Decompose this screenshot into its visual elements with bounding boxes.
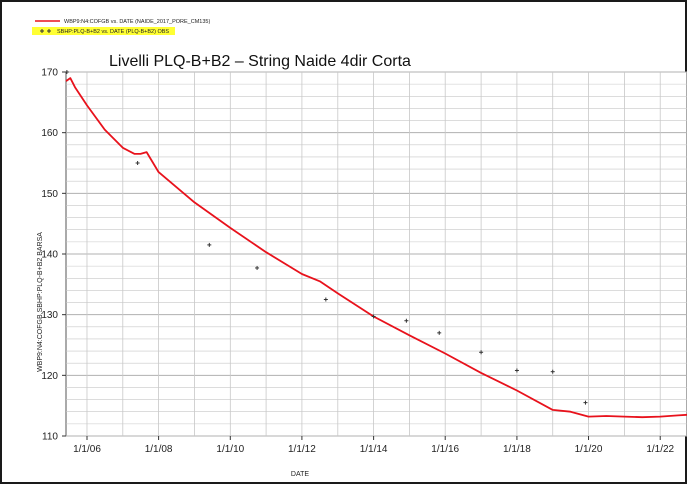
chart-title: Livelli PLQ-B+B2 – String Naide 4dir Cor…: [109, 53, 411, 70]
observed-point: [64, 70, 69, 74]
x-tick-label: 1/1/16: [431, 444, 459, 455]
x-tick-label: 1/1/12: [288, 444, 316, 455]
series-line-simulated: [65, 77, 687, 419]
y-tick-label: 160: [41, 128, 58, 139]
x-tick-label: 1/1/14: [360, 444, 388, 455]
x-tick-label: 1/1/22: [646, 444, 674, 455]
observed-point: [135, 161, 140, 165]
observed-point: [437, 330, 442, 335]
observed-point: [583, 400, 588, 405]
observed-point: [207, 242, 212, 247]
observed-point: [371, 314, 376, 319]
observed-point: [479, 350, 484, 355]
y-tick-label: 130: [41, 310, 58, 321]
legend-label-observed: SBHP:PLQ-B+B2 vs. DATE (PLQ-B+B2) OBS: [57, 29, 169, 35]
observed-point: [550, 369, 555, 374]
legend-highlight: [32, 27, 175, 35]
observed-point: [255, 265, 260, 270]
y-axis-title: WBP9:N4:COFGB,SBHP:PLQ-B+B2 BARSA: [37, 232, 44, 372]
observed-point: [404, 318, 409, 323]
x-tick-label: 1/1/20: [575, 444, 603, 455]
x-tick-label: 1/1/10: [216, 444, 244, 455]
observed-point: [323, 297, 328, 302]
y-tick-label: 110: [42, 432, 58, 443]
legend-marker-swatch: [47, 29, 51, 33]
observed-point: [514, 368, 519, 373]
legend-marker-swatch: [40, 29, 44, 33]
tick-layer: 110 120 130 140 150 160 170 1/1/06 1/1/08 1/1/10 1…: [41, 68, 674, 456]
x-tick-label: 1/1/06: [73, 444, 101, 455]
y-tick-label: 120: [41, 371, 58, 382]
x-tick-label: 1/1/18: [503, 444, 531, 455]
grid-layer: [65, 71, 687, 437]
y-tick-label: 150: [41, 189, 58, 200]
y-tick-label: 170: [41, 68, 58, 79]
series-layer: [64, 70, 687, 419]
legend: WBP9:N4:COFGB vs. DATE (NAIDE_2017_PORE_…: [32, 19, 210, 35]
legend-label-simulated: WBP9:N4:COFGB vs. DATE (NAIDE_2017_PORE_…: [64, 19, 210, 25]
y-tick-label: 140: [41, 250, 58, 261]
x-tick-label: 1/1/08: [145, 444, 173, 455]
x-axis-title: DATE: [291, 471, 309, 478]
